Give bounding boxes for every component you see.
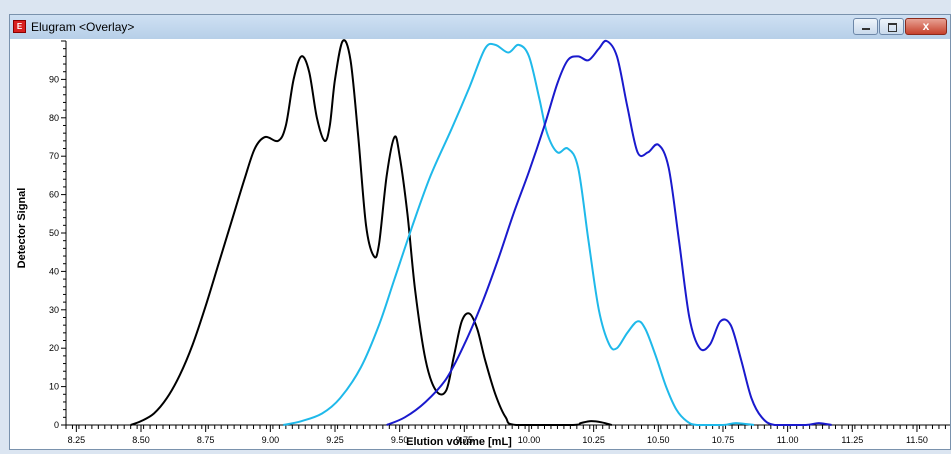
series-group [130, 39, 832, 426]
x-axis-label: Elution volume [mL] [406, 436, 512, 448]
x-tick-label: 11.00 [777, 435, 799, 445]
y-tick-label: 20 [49, 343, 59, 353]
app-icon: E [13, 20, 26, 33]
y-tick-label: 40 [49, 266, 59, 276]
y-ticks: 0 10 20 30 40 50 60 70 80 90 [49, 40, 66, 430]
minimize-button[interactable] [853, 18, 878, 35]
window-titlebar[interactable]: E Elugram <Overlay> x [10, 15, 950, 39]
y-tick-label: 50 [49, 228, 59, 238]
maximize-button[interactable] [879, 18, 904, 35]
minimize-icon [862, 28, 870, 30]
x-tick-label: 8.75 [197, 435, 215, 445]
plot-area: 0 10 20 30 40 50 60 70 80 90 8.25 8.50 8.75 9.00 9.25… [10, 39, 950, 449]
window-title: Elugram <Overlay> [31, 20, 135, 34]
y-tick-label: 0 [54, 420, 59, 430]
y-tick-label: 80 [49, 113, 59, 123]
y-tick-label: 70 [49, 151, 59, 161]
x-tick-label: 8.25 [68, 435, 86, 445]
y-tick-label: 10 [49, 382, 59, 392]
close-icon: x [922, 19, 930, 33]
x-tick-label: 9.75 [456, 435, 474, 445]
series-line-2 [283, 42, 755, 426]
x-tick-label: 11.50 [906, 435, 928, 445]
series-line-3 [386, 39, 832, 426]
x-tick-label: 10.25 [582, 435, 605, 445]
x-tick-label: 8.50 [132, 435, 150, 445]
y-axis-label: Detector Signal [16, 188, 28, 269]
close-button[interactable]: x [905, 18, 947, 35]
y-tick-label: 60 [49, 190, 59, 200]
series-line-1 [130, 39, 613, 426]
maximize-icon [888, 23, 897, 32]
elugram-window: E Elugram <Overlay> x 0 10 20 30 40 50 60 70 80 9… [9, 14, 951, 450]
x-tick-label: 10.00 [518, 435, 541, 445]
x-tick-label: 9.25 [326, 435, 344, 445]
x-tick-label: 11.25 [841, 435, 863, 445]
x-tick-label: 9.50 [391, 435, 409, 445]
y-tick-label: 90 [49, 74, 59, 84]
x-tick-label: 10.75 [712, 435, 735, 445]
x-tick-label: 9.00 [262, 435, 280, 445]
y-tick-label: 30 [49, 305, 59, 315]
axes: 0 10 20 30 40 50 60 70 80 90 8.25 8.50 8.75 9.00 9.25… [49, 40, 950, 445]
elugram-chart: 0 10 20 30 40 50 60 70 80 90 8.25 8.50 8.75 9.00 9.25… [16, 39, 950, 448]
x-tick-label: 10.50 [647, 435, 670, 445]
